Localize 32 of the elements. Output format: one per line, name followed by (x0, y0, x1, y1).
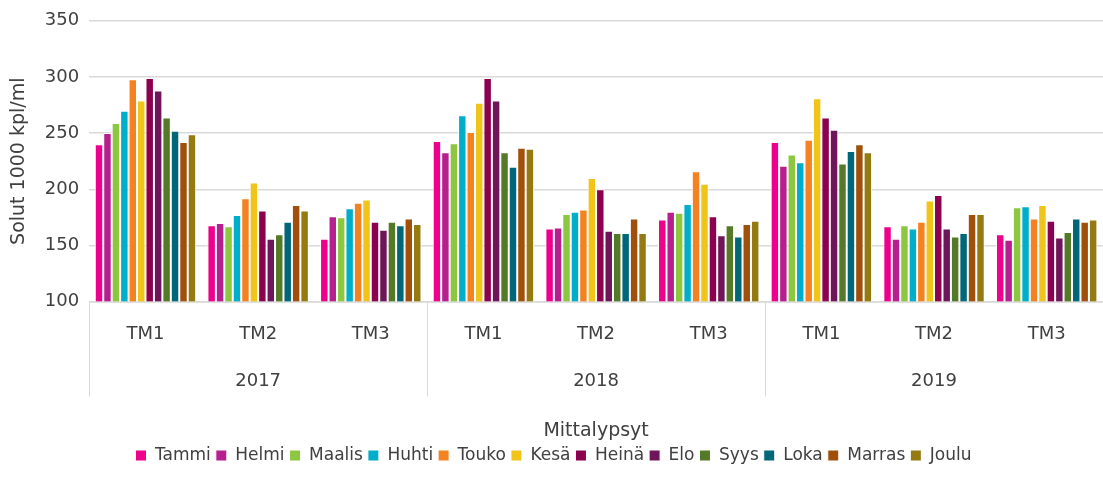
text: 2017 (235, 369, 282, 391)
legend-label: Tammi (154, 443, 211, 464)
y-tick-label: 350 (44, 8, 80, 30)
x-tick-label: TM3 (1026, 322, 1066, 344)
legend-label: Loka (783, 443, 823, 464)
x-tick-label: TM1 (125, 322, 165, 344)
legend-label: Touko (456, 443, 506, 464)
legend-label: Kesä (530, 443, 571, 464)
x-tick-label: TM2 (914, 322, 954, 344)
text: 2018 (573, 369, 619, 391)
legend-label: Helmi (235, 443, 285, 464)
y-tick-label: 100 (44, 289, 80, 311)
y-tick-label: 250 (44, 120, 80, 142)
y-tick-label: 150 (44, 233, 80, 255)
legend-label: Heinä (594, 443, 645, 464)
y-axis-title: Solut 1000 kpl/ml (6, 77, 29, 245)
legend-label: Maalis (309, 443, 364, 464)
x-tick-label: TM1 (801, 322, 841, 344)
x-tick-label: TM1 (463, 322, 503, 344)
x-tick-label: TM2 (238, 322, 278, 344)
legend-label: Elo (668, 443, 695, 464)
legend-label: Marras (847, 443, 906, 464)
legend-label: Joulu (928, 443, 972, 464)
x-tick-label: TM2 (576, 322, 616, 344)
y-tick-label: 300 (44, 64, 80, 86)
text: 2019 (911, 369, 957, 391)
legend-label: Syys (718, 443, 759, 464)
x-tick-label: TM3 (350, 322, 390, 344)
x-tick-label: TM3 (688, 322, 728, 344)
legend-label: Huhti (387, 443, 434, 464)
x-axis-title: Mittalypsyt (543, 417, 649, 440)
y-tick-label: 200 (44, 176, 80, 198)
